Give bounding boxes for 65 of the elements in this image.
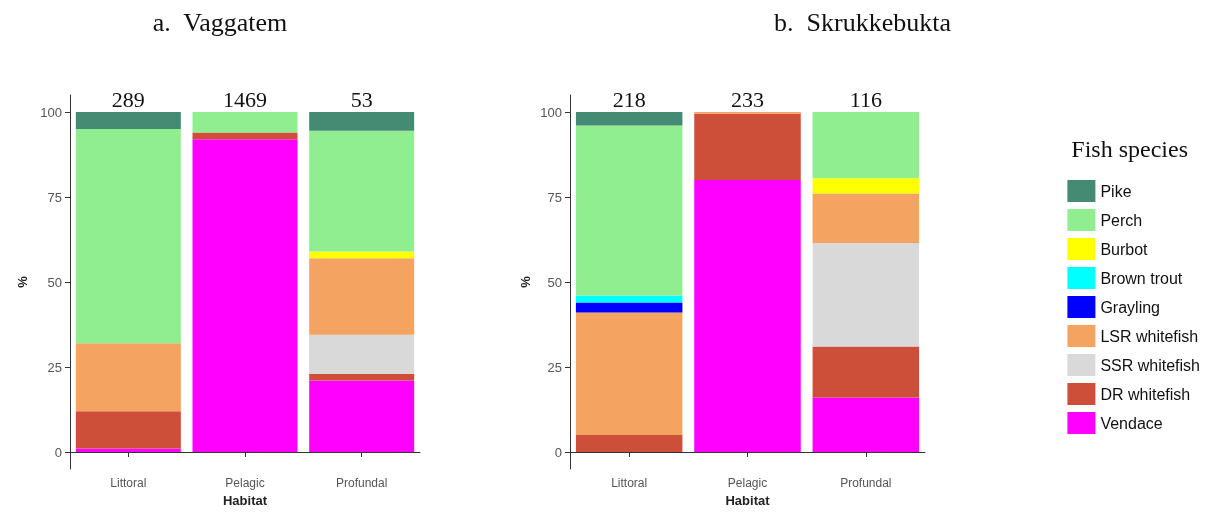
y-tick-label: 75 — [547, 189, 562, 205]
x-tick-label: Profundal — [840, 476, 892, 490]
bar — [75, 129, 181, 344]
bar — [309, 251, 415, 259]
legend-label: Pike — [1100, 182, 1132, 200]
x-axis-title: Habitat — [222, 492, 268, 508]
x-tick-label: Littoral — [110, 476, 147, 490]
annotation: 53 — [350, 86, 373, 112]
annotation: 233 — [731, 86, 764, 112]
bar — [192, 112, 298, 133]
bar — [75, 343, 181, 412]
bar — [192, 132, 298, 140]
bar — [309, 373, 415, 381]
annotation: 218 — [612, 86, 646, 112]
y-tick-label: 100 — [40, 104, 62, 120]
legend-label: Perch — [1100, 211, 1143, 229]
bar — [694, 113, 801, 180]
bar — [575, 125, 683, 296]
y-tick-label: 75 — [47, 189, 62, 205]
bar — [309, 380, 415, 452]
legend-label: LSR whitefish — [1100, 327, 1199, 345]
bar — [575, 112, 683, 126]
bar — [694, 180, 801, 452]
y-tick-label: 25 — [547, 359, 562, 375]
bar — [575, 312, 683, 435]
annotation: 289 — [111, 86, 145, 112]
bar — [812, 397, 920, 452]
bar — [309, 130, 415, 252]
x-tick-label: Profundal — [335, 476, 388, 490]
y-tick-label: 0 — [554, 444, 562, 460]
annotation: 1469 — [223, 86, 267, 112]
legend-label: Grayling — [1100, 298, 1160, 316]
bar — [812, 193, 920, 243]
legend-label: Vendace — [1100, 414, 1163, 432]
bar — [309, 258, 415, 335]
bar — [75, 411, 181, 449]
y-tick-label: 100 — [540, 104, 562, 120]
x-tick-label: Pelagic — [225, 476, 265, 490]
annotation: 116 — [849, 86, 882, 112]
legend-label: Brown trout — [1100, 269, 1183, 287]
legend-label: DR whitefish — [1100, 385, 1191, 403]
y-tick-label: 50 — [47, 274, 62, 290]
legend-label: Burbot — [1100, 240, 1149, 258]
bar — [192, 139, 298, 452]
x-tick-label: Littoral — [611, 476, 648, 490]
bar — [575, 435, 683, 452]
bar — [575, 302, 683, 313]
y-tick-label: 0 — [54, 444, 62, 460]
bar — [75, 112, 181, 129]
bar — [309, 334, 415, 374]
chart-title: b. Skrukkebukta — [774, 7, 952, 37]
bar — [812, 112, 920, 179]
bar — [812, 346, 920, 398]
chart-title: a. Vaggatem — [152, 7, 288, 37]
y-tick-label: 25 — [47, 359, 62, 375]
x-axis-title: Habitat — [725, 492, 771, 508]
bar — [309, 112, 415, 131]
x-tick-label: Pelagic — [727, 476, 768, 490]
legend-title: Fish species — [1071, 136, 1189, 162]
y-axis-title: % — [15, 275, 31, 288]
bar — [812, 242, 920, 347]
bar — [812, 178, 920, 194]
y-axis-title: % — [518, 275, 533, 288]
legend-label: SSR whitefish — [1100, 356, 1200, 374]
y-tick-label: 50 — [547, 274, 562, 290]
